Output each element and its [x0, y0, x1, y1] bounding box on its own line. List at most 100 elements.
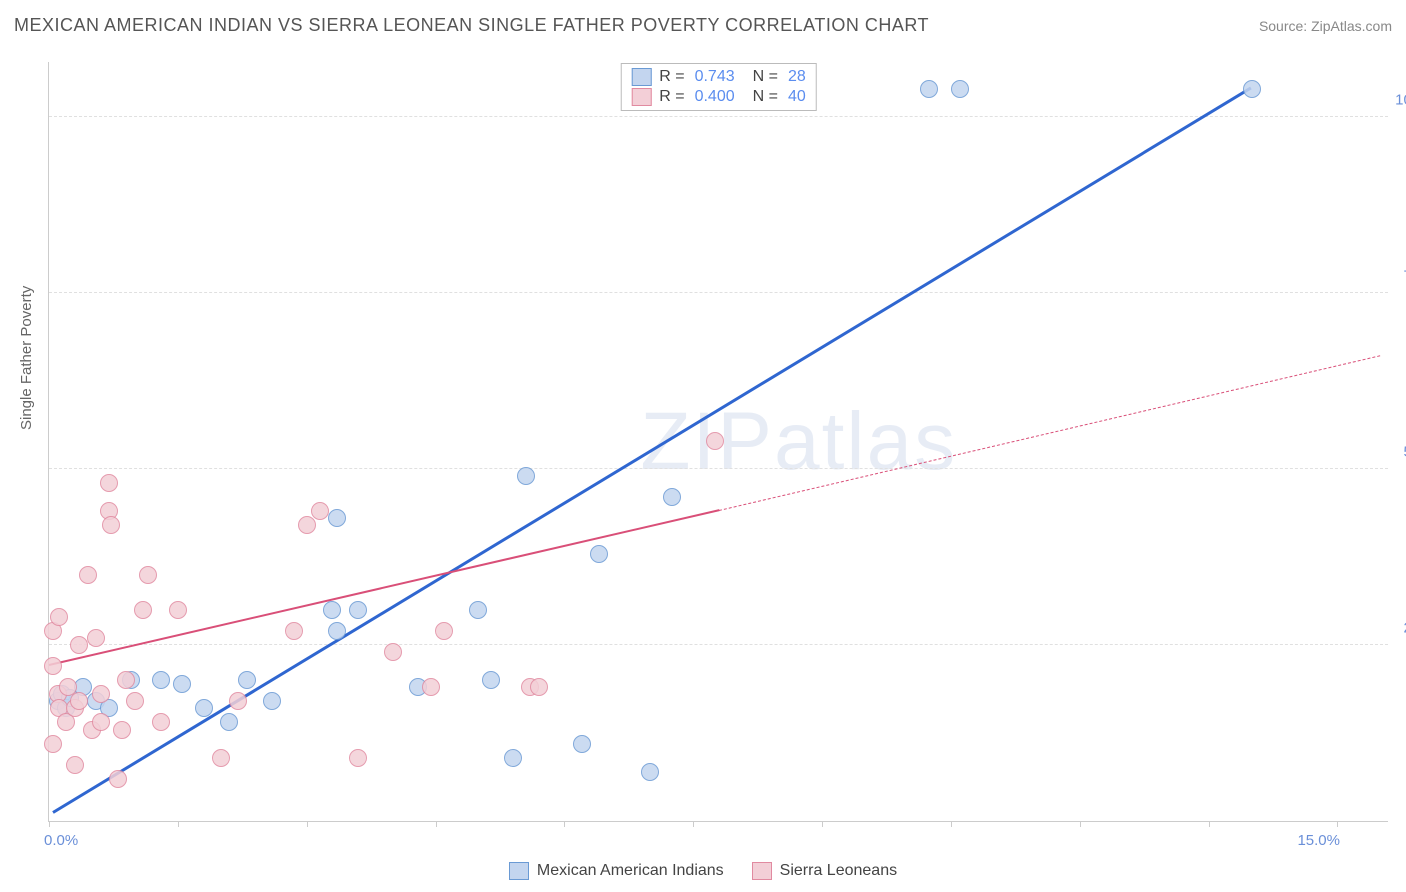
- gridline: [49, 644, 1388, 645]
- data-point: [50, 608, 68, 626]
- n-label: N =: [753, 68, 778, 86]
- data-point: [323, 601, 341, 619]
- watermark-light: atlas: [774, 396, 957, 487]
- data-point: [920, 80, 938, 98]
- x-axis-tick: [1337, 821, 1338, 827]
- x-axis-tick: [178, 821, 179, 827]
- data-point: [87, 629, 105, 647]
- legend-swatch: [752, 862, 772, 880]
- data-point: [212, 749, 230, 767]
- chart-title: MEXICAN AMERICAN INDIAN VS SIERRA LEONEA…: [14, 15, 929, 36]
- data-point: [100, 474, 118, 492]
- data-point: [951, 80, 969, 98]
- r-label: R =: [659, 88, 684, 106]
- r-value: 0.743: [695, 68, 735, 86]
- data-point: [152, 713, 170, 731]
- data-point: [70, 692, 88, 710]
- gridline: [49, 116, 1388, 117]
- data-point: [263, 692, 281, 710]
- data-point: [152, 671, 170, 689]
- source-prefix: Source:: [1259, 18, 1311, 34]
- gridline: [49, 292, 1388, 293]
- x-axis-tick: [951, 821, 952, 827]
- data-point: [195, 699, 213, 717]
- data-point: [504, 749, 522, 767]
- correlation-legend: R = 0.743 N = 28 R = 0.400 N = 40: [620, 63, 817, 111]
- data-point: [92, 685, 110, 703]
- data-point: [435, 622, 453, 640]
- x-axis-tick: [1080, 821, 1081, 827]
- x-axis-tick-label: 0.0%: [44, 832, 78, 849]
- series-name: Mexican American Indians: [537, 862, 724, 880]
- data-point: [109, 770, 127, 788]
- trend-line: [49, 509, 719, 666]
- data-point: [229, 692, 247, 710]
- scatter-chart: ZIPatlas R =0.743N =28R =0.400N =40 25.0…: [48, 62, 1388, 822]
- gridline: [49, 468, 1388, 469]
- data-point: [92, 713, 110, 731]
- data-point: [349, 601, 367, 619]
- y-axis-tick-label: 100.0%: [1395, 92, 1406, 109]
- data-point: [573, 735, 591, 753]
- data-point: [169, 601, 187, 619]
- r-label: R =: [659, 68, 684, 86]
- data-point: [113, 721, 131, 739]
- data-point: [44, 657, 62, 675]
- data-point: [126, 692, 144, 710]
- data-point: [220, 713, 238, 731]
- x-axis-tick: [1209, 821, 1210, 827]
- data-point: [44, 735, 62, 753]
- x-axis-tick: [436, 821, 437, 827]
- source-attribution: Source: ZipAtlas.com: [1259, 18, 1392, 34]
- x-axis-tick: [564, 821, 565, 827]
- data-point: [422, 678, 440, 696]
- x-axis-tick: [307, 821, 308, 827]
- n-label: N =: [753, 88, 778, 106]
- data-point: [70, 636, 88, 654]
- legend-swatch: [509, 862, 529, 880]
- legend-swatch: [631, 68, 651, 86]
- legend-item: Mexican American Indians: [509, 862, 724, 880]
- data-point: [469, 601, 487, 619]
- data-point: [517, 467, 535, 485]
- data-point: [663, 488, 681, 506]
- series-name: Sierra Leoneans: [780, 862, 897, 880]
- data-point: [173, 675, 191, 693]
- data-point: [311, 502, 329, 520]
- data-point: [238, 671, 256, 689]
- legend-item: Sierra Leoneans: [752, 862, 897, 880]
- data-point: [79, 566, 97, 584]
- data-point: [641, 763, 659, 781]
- chart-header: MEXICAN AMERICAN INDIAN VS SIERRA LEONEA…: [14, 15, 1392, 36]
- x-axis-tick: [49, 821, 50, 827]
- data-point: [134, 601, 152, 619]
- r-value: 0.400: [695, 88, 735, 106]
- trend-line: [719, 356, 1381, 512]
- x-axis-tick-label: 15.0%: [1297, 832, 1340, 849]
- n-value: 40: [788, 88, 806, 106]
- data-point: [139, 566, 157, 584]
- data-point: [530, 678, 548, 696]
- y-axis-title: Single Father Poverty: [18, 286, 35, 430]
- data-point: [117, 671, 135, 689]
- series-legend: Mexican American Indians Sierra Leoneans: [0, 862, 1406, 880]
- legend-row: R = 0.400 N = 40: [631, 87, 806, 107]
- data-point: [384, 643, 402, 661]
- legend-row: R = 0.743 N = 28: [631, 67, 806, 87]
- data-point: [590, 545, 608, 563]
- data-point: [66, 756, 84, 774]
- legend-swatch: [631, 88, 651, 106]
- data-point: [285, 622, 303, 640]
- data-point: [328, 509, 346, 527]
- n-value: 28: [788, 68, 806, 86]
- data-point: [298, 516, 316, 534]
- data-point: [706, 432, 724, 450]
- data-point: [328, 622, 346, 640]
- x-axis-tick: [693, 821, 694, 827]
- data-point: [482, 671, 500, 689]
- source-name: ZipAtlas.com: [1311, 18, 1392, 34]
- data-point: [349, 749, 367, 767]
- data-point: [102, 516, 120, 534]
- x-axis-tick: [822, 821, 823, 827]
- data-point: [1243, 80, 1261, 98]
